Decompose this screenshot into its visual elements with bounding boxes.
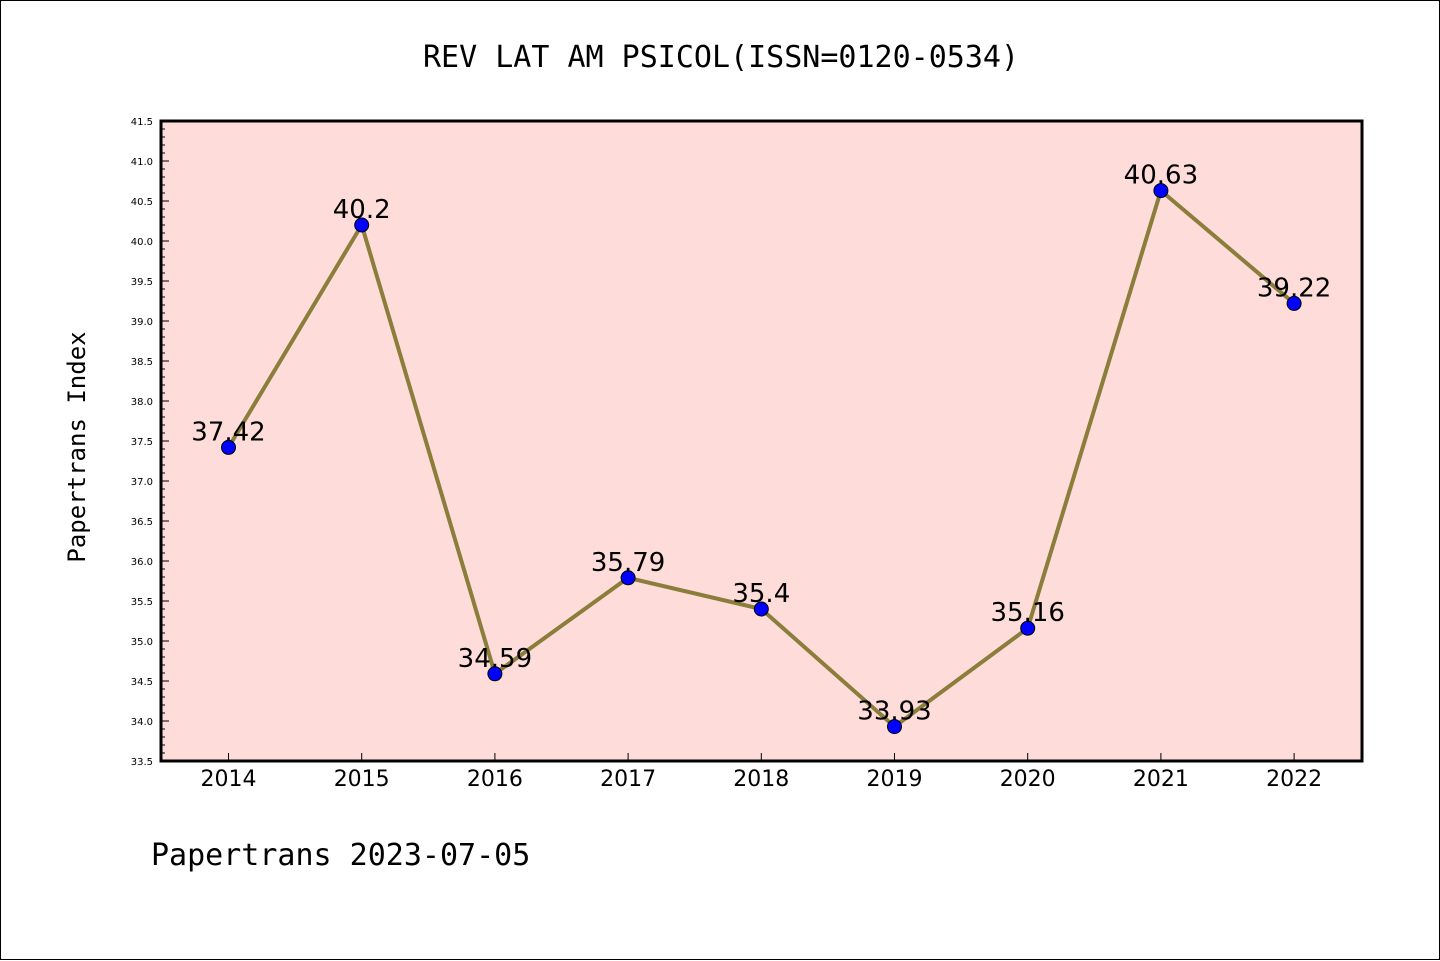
data-point — [354, 217, 370, 233]
y-tick-label: 37.5 — [131, 437, 153, 448]
y-axis-label: Papertrans Index — [63, 331, 91, 562]
y-tick-label: 37.0 — [131, 477, 153, 488]
y-tick-label: 38.5 — [131, 357, 153, 368]
y-tick-label: 41.0 — [131, 157, 153, 168]
y-tick-label: 34.0 — [131, 717, 153, 728]
x-tick-label: 2016 — [467, 767, 523, 792]
x-tick-label: 2015 — [334, 767, 390, 792]
data-label: 35.4 — [732, 579, 790, 609]
data-point — [753, 601, 769, 617]
data-label: 35.16 — [990, 598, 1064, 628]
y-tick-label: 35.0 — [131, 637, 153, 648]
y-tick-label: 36.0 — [131, 557, 153, 568]
y-tick-label: 34.5 — [131, 677, 153, 688]
data-point — [620, 570, 636, 586]
y-tick-label: 33.5 — [131, 757, 153, 768]
data-label: 37.42 — [191, 417, 265, 447]
chart-title: REV LAT AM PSICOL(ISSN=0120-0534) — [423, 40, 1019, 75]
y-tick-label: 36.5 — [131, 517, 153, 528]
data-point — [221, 439, 236, 455]
x-axis-ticks: 2014 2015 2016 2017 2018 2019 2020 2021 2022 — [201, 753, 1322, 792]
y-tick-label: 40.0 — [131, 237, 153, 248]
x-tick-label: 2020 — [1000, 767, 1056, 792]
y-tick-label: 39.5 — [131, 277, 153, 288]
data-label: 35.79 — [591, 548, 665, 578]
x-tick-label: 2018 — [733, 767, 789, 792]
x-tick-label: 2022 — [1266, 767, 1322, 792]
x-tick-label: 2019 — [867, 767, 923, 792]
y-tick-label: 39.0 — [131, 317, 153, 328]
data-label: 40.2 — [333, 195, 391, 225]
data-label: 40.63 — [1124, 161, 1198, 191]
data-point — [487, 666, 503, 682]
y-tick-label: 41.5 — [131, 117, 153, 128]
data-label: 39.22 — [1257, 273, 1331, 303]
data-label: 34.59 — [458, 644, 532, 674]
data-point — [1153, 183, 1169, 199]
footer-date: Papertrans 2023-07-05 — [151, 838, 530, 873]
data-label: 33.93 — [857, 697, 931, 727]
y-tick-label: 38.0 — [131, 397, 153, 408]
y-tick-label: 40.5 — [131, 197, 153, 208]
x-tick-label: 2021 — [1133, 767, 1189, 792]
data-point — [887, 719, 902, 735]
series-group: 37.42 40.2 34.59 35.79 35.4 33.93 35.16 40.63 39… — [191, 161, 1331, 735]
x-tick-label: 2014 — [201, 767, 257, 792]
plot-frame — [159, 119, 1364, 763]
x-tick-label: 2017 — [600, 767, 656, 792]
data-point — [1286, 295, 1302, 311]
y-tick-label: 35.5 — [131, 597, 153, 608]
data-point — [1020, 620, 1036, 636]
